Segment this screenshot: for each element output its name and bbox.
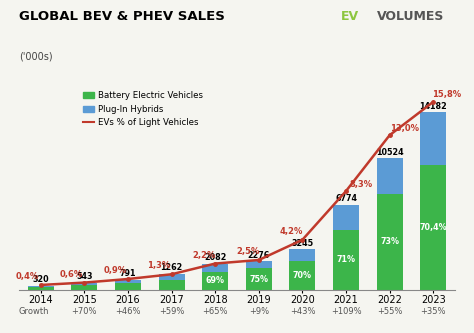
Text: +55%: +55% — [377, 307, 402, 316]
Bar — [27, 287, 54, 290]
Text: 6774: 6774 — [335, 194, 357, 203]
Text: 320: 320 — [32, 275, 49, 284]
Text: 2,5%: 2,5% — [236, 247, 260, 256]
Text: +46%: +46% — [115, 307, 141, 316]
Text: 73%: 73% — [380, 237, 399, 246]
Text: VOLUMES: VOLUMES — [377, 10, 444, 23]
Text: +70%: +70% — [72, 307, 97, 316]
Text: Growth: Growth — [19, 307, 49, 316]
Text: 3245: 3245 — [292, 239, 313, 248]
Text: +59%: +59% — [159, 307, 184, 316]
Text: 0,6%: 0,6% — [60, 270, 83, 279]
Bar — [289, 249, 316, 261]
Text: 1262: 1262 — [161, 263, 182, 272]
Bar — [333, 229, 359, 290]
Text: 2,2%: 2,2% — [192, 250, 216, 259]
Text: 0,4%: 0,4% — [16, 272, 39, 281]
Text: 4,2%: 4,2% — [280, 227, 303, 236]
Text: 69%: 69% — [206, 276, 225, 285]
Text: +65%: +65% — [202, 307, 228, 316]
Bar — [115, 283, 141, 290]
Text: 791: 791 — [120, 269, 136, 278]
Text: +109%: +109% — [331, 307, 361, 316]
Bar — [71, 285, 98, 290]
Text: 0,9%: 0,9% — [103, 266, 127, 275]
Bar — [333, 205, 359, 229]
Text: 15,8%: 15,8% — [432, 90, 461, 99]
Bar — [158, 280, 185, 290]
Legend: Battery Electric Vehicles, Plug-In Hybrids, EVs % of Light Vehicles: Battery Electric Vehicles, Plug-In Hybri… — [80, 88, 207, 131]
Text: +43%: +43% — [290, 307, 315, 316]
Text: GLOBAL BEV & PHEV SALES: GLOBAL BEV & PHEV SALES — [19, 10, 225, 23]
Text: EV: EV — [341, 10, 359, 23]
Bar — [202, 264, 228, 272]
Bar — [246, 268, 272, 290]
Bar — [246, 261, 272, 268]
Text: 1,3%: 1,3% — [147, 261, 170, 270]
Text: 8,3%: 8,3% — [350, 179, 373, 188]
Bar — [376, 158, 403, 193]
Text: 70%: 70% — [293, 271, 312, 280]
Bar — [289, 261, 316, 290]
Text: 14182: 14182 — [419, 102, 447, 111]
Bar — [202, 272, 228, 290]
Text: 543: 543 — [76, 272, 92, 281]
Bar — [420, 112, 447, 165]
Bar — [115, 280, 141, 283]
Text: 2276: 2276 — [248, 251, 270, 260]
Text: 2082: 2082 — [204, 253, 227, 262]
Text: 70,4%: 70,4% — [419, 223, 447, 232]
Text: 71%: 71% — [337, 255, 356, 264]
Bar — [158, 274, 185, 280]
Text: 75%: 75% — [249, 274, 268, 283]
Bar — [71, 283, 98, 285]
Bar — [376, 193, 403, 290]
Text: ('000s): ('000s) — [19, 52, 53, 62]
Text: 10524: 10524 — [376, 148, 403, 157]
Text: +9%: +9% — [249, 307, 269, 316]
Text: 13,0%: 13,0% — [391, 124, 419, 133]
Bar — [27, 286, 54, 287]
Bar — [420, 165, 447, 290]
Text: +35%: +35% — [420, 307, 446, 316]
